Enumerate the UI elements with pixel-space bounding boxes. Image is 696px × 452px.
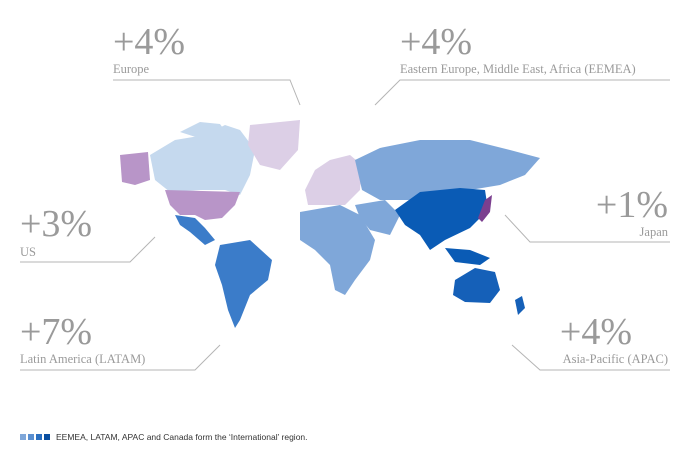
callout-value: +4% — [560, 311, 632, 353]
callout-label: Eastern Europe, Middle East, Africa (EEM… — [400, 62, 636, 76]
leader-lines — [20, 79, 670, 371]
leader-line — [504, 214, 670, 243]
australia — [453, 268, 500, 303]
callout-label: Japan — [640, 225, 669, 239]
leader-line — [374, 79, 670, 106]
callout-value: +7% — [20, 311, 92, 353]
canada — [150, 125, 255, 195]
africa — [300, 205, 375, 295]
russia — [355, 140, 540, 200]
footnote: EEMEA, LATAM, APAC and Canada form the ‘… — [56, 432, 308, 442]
middle-east — [355, 200, 400, 235]
leader-line — [20, 344, 221, 371]
usa — [165, 190, 240, 220]
callout-label: Europe — [113, 62, 150, 76]
swatch — [28, 434, 34, 440]
alaska — [120, 152, 150, 185]
leader-line — [113, 79, 301, 106]
callout-label: Latin America (LATAM) — [20, 352, 145, 366]
leader-line — [511, 344, 670, 371]
greenland — [248, 120, 300, 170]
swatch — [20, 434, 26, 440]
swatch — [44, 434, 50, 440]
callout-label: Asia-Pacific (APAC) — [563, 352, 668, 366]
callout-label: US — [20, 245, 36, 259]
asia-pacific — [395, 188, 488, 250]
legend-swatches — [20, 434, 50, 440]
leader-line — [20, 236, 156, 263]
south-america — [215, 240, 272, 328]
callout-value: +4% — [400, 21, 472, 63]
europe — [305, 155, 362, 205]
new-zealand — [515, 296, 525, 315]
callout-value: +1% — [596, 184, 668, 226]
japan — [478, 195, 492, 222]
callout-value: +3% — [20, 203, 92, 245]
canada-islands — [180, 122, 230, 140]
southeast-asia — [445, 248, 490, 265]
central-america — [175, 215, 215, 245]
world-map — [120, 120, 540, 328]
swatch — [36, 434, 42, 440]
callout-value: +4% — [113, 21, 185, 63]
